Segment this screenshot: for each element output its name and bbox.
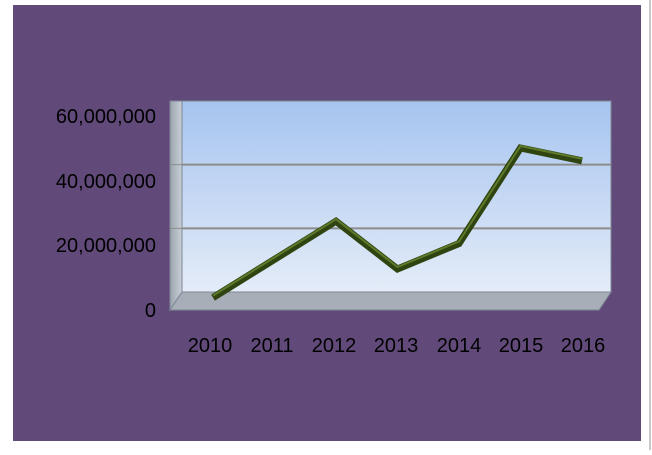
x-axis-labels: 2010 2011 2012 2013 2014 2015 2016	[188, 335, 606, 357]
x-tick-label: 2015	[499, 335, 544, 357]
x-tick-label: 2013	[374, 335, 419, 357]
y-tick-label: 40,000,000	[56, 171, 156, 193]
y-tick-label: 20,000,000	[56, 235, 156, 257]
x-tick-label: 2012	[312, 335, 357, 357]
x-tick-label: 2010	[188, 335, 233, 357]
x-tick-label: 2016	[561, 335, 606, 357]
back-wall	[182, 101, 611, 292]
x-tick-label: 2014	[437, 335, 482, 357]
chart-walls	[170, 101, 611, 310]
floor	[170, 292, 611, 310]
y-tick-label: 60,000,000	[56, 106, 156, 128]
x-tick-label: 2011	[250, 335, 293, 357]
y-tick-label: 0	[145, 300, 156, 322]
side-wall	[170, 101, 182, 310]
page-edge-divider	[649, 0, 651, 450]
